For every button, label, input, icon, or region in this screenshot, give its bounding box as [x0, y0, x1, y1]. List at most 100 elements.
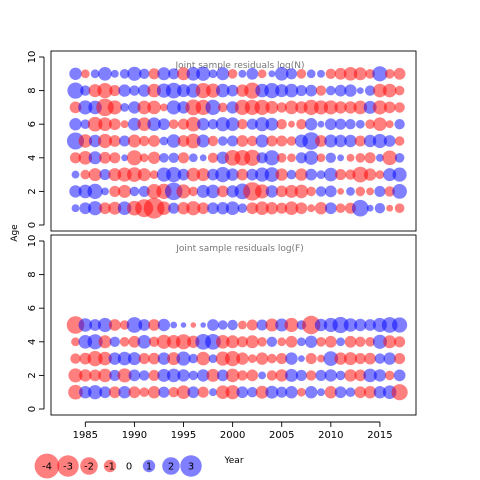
bubble-age3-1997 — [196, 351, 210, 366]
bubble-age4-2009 — [316, 337, 326, 347]
bubble-age5-1999 — [218, 320, 228, 330]
bubble-age3-1990 — [127, 352, 141, 366]
bubble-age7-1990 — [128, 101, 141, 114]
bubble-age4-2008 — [304, 150, 319, 165]
bubble-age9-2009 — [317, 69, 325, 78]
bubble-age7-2013 — [353, 100, 368, 115]
bubble-age5-1987 — [97, 317, 113, 333]
bubble-age1-1995 — [177, 202, 190, 215]
bubble-age2-1985 — [79, 369, 92, 382]
bubble-age4-1993 — [156, 334, 171, 349]
bubble-age3-1996 — [186, 167, 201, 182]
bubble-age8-1994 — [165, 82, 182, 99]
y-tick-label: 6 — [27, 121, 38, 127]
bubble-age5-2002 — [246, 319, 258, 331]
bubble-age3-1987 — [99, 169, 111, 181]
bubble-age1-2011 — [334, 386, 347, 399]
bubble-age3-1985 — [80, 169, 91, 180]
bubble-age2-2009 — [315, 369, 327, 381]
bubble-age4-1985 — [78, 151, 93, 165]
bubble-age4-1989 — [121, 154, 128, 162]
bubble-age2-2016 — [384, 186, 395, 197]
bubble-age6-2001 — [237, 119, 248, 130]
bubble-age6-2009 — [317, 120, 325, 128]
bubble-age5-2015 — [372, 133, 387, 149]
bubble-age9-1984 — [69, 67, 82, 81]
bubble-age7-1989 — [120, 103, 129, 112]
bubble-age9-2017 — [393, 67, 406, 80]
bubble-age3-2014 — [363, 168, 377, 181]
bubble-age1-1999 — [216, 202, 229, 215]
bubble-age7-1991 — [137, 100, 151, 115]
bubble-age3-2017 — [394, 353, 406, 365]
bubble-age8-2016 — [382, 83, 397, 98]
bubble-age8-1999 — [216, 83, 230, 98]
bubble-age6-2008 — [305, 118, 318, 131]
bubble-age8-2008 — [305, 84, 318, 97]
bubble-age3-1998 — [208, 354, 218, 363]
bubble-age5-1998 — [207, 135, 219, 147]
bubble-age2-2012 — [344, 369, 357, 382]
bubble-age2-2005 — [275, 185, 288, 198]
bubble-age8-1987 — [97, 83, 113, 99]
bubble-age9-2013 — [353, 67, 367, 81]
bubble-age4-1993 — [159, 153, 169, 163]
bubble-age1-2009 — [317, 388, 325, 397]
bubble-age5-2011 — [332, 316, 349, 334]
bubble-age3-2008 — [305, 168, 318, 181]
bubble-age3-2004 — [264, 167, 280, 182]
x-tick-label: 2005 — [269, 430, 294, 441]
bubble-age2-1995 — [177, 369, 190, 382]
bubble-age8-1989 — [118, 84, 131, 97]
bubble-age2-1996 — [188, 370, 199, 381]
bubble-age2-2002 — [246, 369, 259, 382]
bubble-age3-1997 — [196, 168, 210, 182]
bubble-age1-2001 — [237, 203, 248, 213]
bubble-age1-1996 — [186, 201, 201, 216]
bubble-age5-2006 — [284, 317, 299, 333]
bubble-age4-1992 — [148, 336, 160, 347]
bubble-age4-2016 — [382, 150, 398, 166]
bubble-age3-2011 — [334, 352, 347, 365]
bubble-age2-1991 — [139, 370, 150, 381]
bubble-age9-2006 — [285, 68, 298, 80]
bubble-age3-2002 — [246, 168, 259, 181]
bubble-age2-1999 — [216, 185, 229, 198]
bubble-age3-2002 — [247, 354, 257, 363]
bubble-age4-2007 — [297, 337, 306, 347]
bubble-age9-1992 — [148, 68, 160, 80]
bubble-age5-2017 — [392, 317, 408, 333]
bubble-age2-2003 — [255, 184, 270, 199]
bubble-age5-2006 — [286, 136, 297, 146]
bubble-age3-2007 — [295, 168, 308, 181]
bubble-age1-2000 — [225, 385, 240, 400]
bubble-age4-2004 — [264, 150, 280, 166]
bubble-age1-1987 — [99, 202, 111, 215]
bubble-age5-1986 — [89, 319, 101, 331]
bubble-age5-2014 — [364, 319, 376, 331]
bubble-age8-1998 — [205, 83, 221, 98]
bubble-age2-2005 — [275, 369, 288, 382]
bubble-age8-2017 — [394, 85, 405, 96]
bubble-age5-2011 — [334, 134, 347, 148]
bubble-age8-1990 — [129, 85, 140, 96]
bubble-age6-1993 — [158, 118, 170, 131]
bubble-age1-1986 — [88, 385, 103, 400]
bubble-age9-2011 — [334, 67, 347, 80]
bubble-age6-2012 — [345, 119, 356, 130]
bubble-age3-2001 — [236, 352, 249, 365]
bubble-age3-2013 — [354, 353, 366, 365]
bubble-age4-1998 — [205, 333, 221, 350]
bubble-age6-2014 — [365, 119, 375, 129]
legend-label: 1 — [146, 462, 152, 473]
bubble-age1-1984 — [71, 204, 80, 213]
bubble-age3-2001 — [236, 168, 249, 181]
bubble-age5-1997 — [196, 134, 210, 148]
bubble-age5-1994 — [166, 134, 181, 148]
bubble-age9-1993 — [157, 67, 171, 81]
bubble-age2-1984 — [69, 185, 82, 198]
x-tick-label: 2010 — [318, 430, 343, 441]
bubble-age7-2012 — [344, 101, 357, 114]
bubble-age8-2015 — [373, 83, 387, 98]
bubble-age1-2005 — [276, 386, 288, 398]
